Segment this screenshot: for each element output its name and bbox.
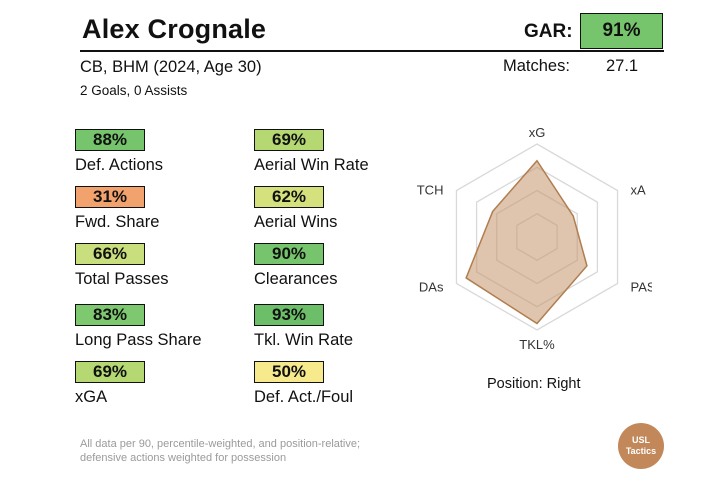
metric-badge: 69%: [254, 129, 324, 151]
metric-fwd-share: 31% Fwd. Share: [75, 186, 159, 232]
radar-ring: [455, 143, 619, 331]
metric-aerial-wins: 62% Aerial Wins: [254, 186, 337, 232]
radar-axis-label: TCH: [417, 183, 444, 198]
metric-badge: 62%: [254, 186, 324, 208]
gar-value-badge: 91%: [580, 13, 663, 49]
metric-badge: 69%: [75, 361, 145, 383]
metric-long-pass-share: 83% Long Pass Share: [75, 304, 202, 350]
metric-label: Tkl. Win Rate: [254, 331, 354, 349]
metric-label: Total Passes: [75, 270, 169, 288]
radar-axis-label: PAS: [631, 280, 652, 295]
metric-label: Long Pass Share: [75, 331, 202, 349]
metric-badge: 90%: [254, 243, 324, 265]
metric-badge: 66%: [75, 243, 145, 265]
position-label: Position: Right: [487, 376, 581, 392]
radar-axis-label: xA: [631, 183, 647, 198]
metric-badge: 31%: [75, 186, 145, 208]
radar-axis-label: TKL%: [519, 337, 555, 352]
metric-total-passes: 66% Total Passes: [75, 243, 169, 289]
metric-xga: 69% xGA: [75, 361, 145, 407]
metric-label: Def. Actions: [75, 156, 164, 174]
radar-axis-label: DAs: [419, 280, 444, 295]
footnote: All data per 90, percentile-weighted, an…: [80, 437, 420, 465]
matches-value: 27.1: [606, 57, 639, 75]
metric-badge: 93%: [254, 304, 324, 326]
metric-def-act-per-foul: 50% Def. Act./Foul: [254, 361, 353, 407]
metric-label: Aerial Win Rate: [254, 156, 369, 174]
player-name: Alex Crognale: [82, 14, 267, 44]
metric-badge: 88%: [75, 129, 145, 151]
radar-axis-label: xG: [529, 125, 546, 140]
metric-aerial-win-rate: 69% Aerial Win Rate: [254, 129, 369, 175]
title-divider: [80, 50, 664, 52]
metric-label: xGA: [75, 388, 108, 406]
metric-def-actions: 88% Def. Actions: [75, 129, 163, 175]
player-subtitle: CB, BHM (2024, Age 30): [80, 58, 262, 76]
radar-axis-labels: xG xA PAS TKL% DAs TCH: [417, 125, 652, 352]
metric-label: Aerial Wins: [254, 213, 338, 231]
usl-tactics-logo: USL Tactics: [618, 423, 664, 469]
metric-badge: 50%: [254, 361, 324, 383]
gar-label: GAR:: [524, 21, 573, 42]
metric-label: Fwd. Share: [75, 213, 160, 231]
radar-chart: xG xA PAS TKL% DAs TCH: [417, 125, 652, 352]
metric-tkl-win-rate: 93% Tkl. Win Rate: [254, 304, 353, 350]
metric-clearances: 90% Clearances: [254, 243, 337, 289]
footnote-line-2: defensive actions weighted for possessio…: [80, 452, 287, 464]
footnote-line-1: All data per 90, percentile-weighted, an…: [80, 438, 361, 450]
metric-badge: 83%: [75, 304, 145, 326]
logo-line-2: Tactics: [625, 446, 657, 456]
matches-label: Matches:: [503, 57, 570, 75]
metric-label: Def. Act./Foul: [254, 388, 354, 406]
radar-shape: [465, 159, 588, 325]
goals-assists: 2 Goals, 0 Assists: [80, 83, 188, 98]
metric-label: Clearances: [254, 270, 338, 288]
logo-line-1: USL: [632, 435, 650, 445]
